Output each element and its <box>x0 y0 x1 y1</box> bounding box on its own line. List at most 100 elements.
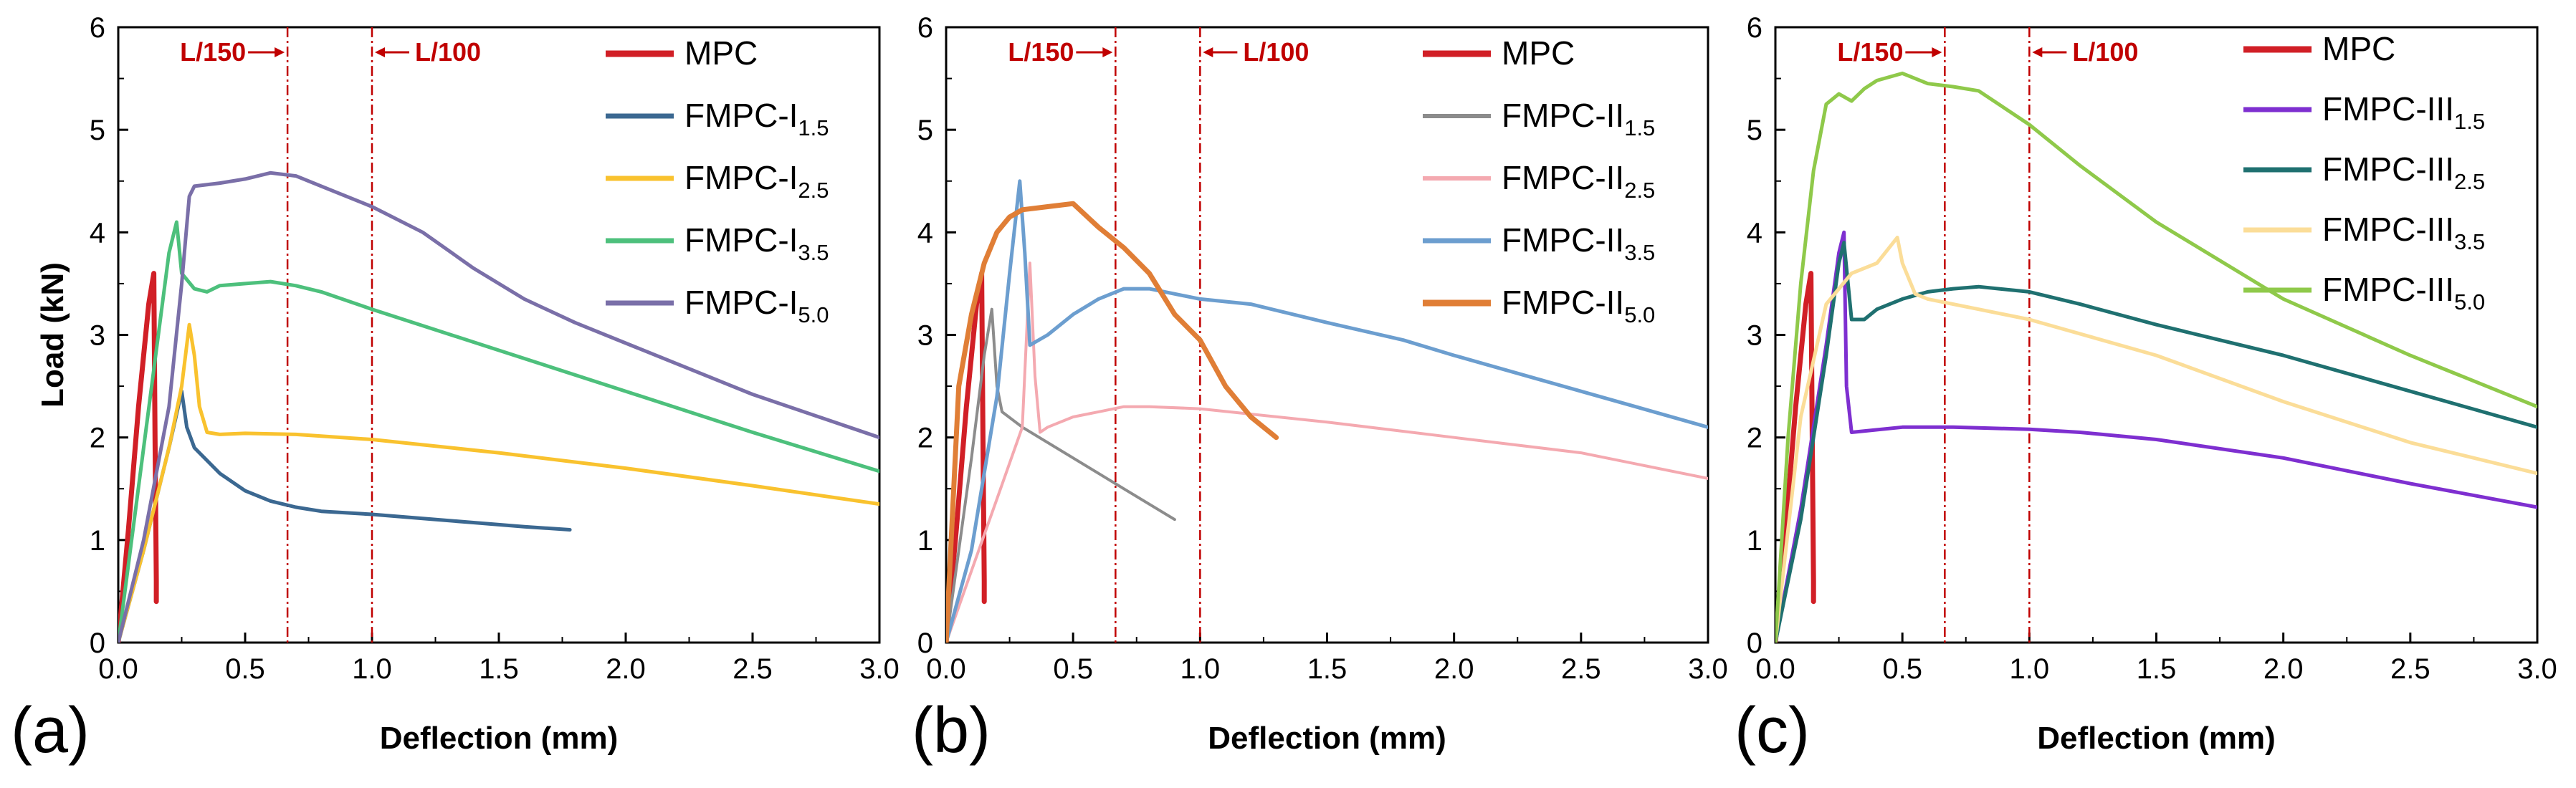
reference-arrowhead <box>275 47 285 57</box>
legend-label: FMPC-III5.0 <box>2322 271 2485 314</box>
y-tick-label: 4 <box>917 217 933 249</box>
series-line <box>118 322 879 643</box>
y-tick-label: 4 <box>90 217 105 249</box>
legend-label-base: FMPC-I <box>684 159 798 196</box>
y-tick-label: 5 <box>90 115 105 146</box>
series-group <box>1775 71 2537 643</box>
series-line <box>118 271 159 643</box>
series-line <box>1775 71 2537 643</box>
x-tick-label: 0.5 <box>1882 653 1922 685</box>
y-tick-label: 5 <box>917 115 933 146</box>
x-tick-label: 1.0 <box>352 653 392 685</box>
reference-label: L/150 <box>180 37 246 67</box>
legend-label: FMPC-I2.5 <box>684 159 829 203</box>
reference-arrowhead <box>1102 47 1113 57</box>
legend-label-base: FMPC-III <box>2322 150 2454 188</box>
y-tick-label: 3 <box>917 320 933 352</box>
legend-label-base: FMPC-I <box>684 284 798 321</box>
legend-label-subscript: 2.5 <box>2454 169 2485 194</box>
x-axis-label: Deflection (mm) <box>1208 721 1446 756</box>
legend-label-subscript: 3.5 <box>2454 229 2485 254</box>
legend-label: FMPC-III3.5 <box>2322 211 2485 254</box>
series-group <box>946 179 1708 643</box>
panel-label: (b) <box>912 695 991 767</box>
legend-label: FMPC-I3.5 <box>684 221 829 265</box>
legend-label-base: MPC <box>684 34 758 72</box>
x-tick-label: 0.5 <box>225 653 265 685</box>
x-axis-label: Deflection (mm) <box>380 721 618 756</box>
legend-label: FMPC-I1.5 <box>684 97 829 140</box>
x-tick-label: 0.0 <box>1755 653 1795 685</box>
legend-label-base: FMPC-III <box>2322 211 2454 248</box>
legend-label: FMPC-II2.5 <box>1502 159 1655 203</box>
legend-label: FMPC-III2.5 <box>2322 150 2485 194</box>
legend: MPCFMPC-III1.5FMPC-III2.5FMPC-III3.5FMPC… <box>2243 30 2485 314</box>
legend-label-subscript: 2.5 <box>798 178 829 203</box>
x-tick-label: 3.0 <box>2517 653 2557 685</box>
legend-label-base: FMPC-II <box>1502 284 1624 321</box>
x-axis-label: Deflection (mm) <box>2037 721 2275 756</box>
y-tick-label: 6 <box>917 12 933 44</box>
legend-label-subscript: 2.5 <box>1624 178 1655 203</box>
legend-label-base: FMPC-II <box>1502 159 1624 196</box>
y-tick-label: 1 <box>1747 525 1762 557</box>
legend-label-base: MPC <box>1502 34 1575 72</box>
reference-label: L/100 <box>1243 37 1309 67</box>
panel-label: (a) <box>11 695 90 767</box>
y-tick-label: 1 <box>917 525 933 557</box>
legend-label: FMPC-III1.5 <box>2322 90 2485 134</box>
x-tick-label: 3.0 <box>859 653 900 685</box>
y-tick-label: 0 <box>917 628 933 659</box>
x-tick-label: 2.0 <box>1434 653 1474 685</box>
series-line <box>118 220 879 643</box>
x-tick-label: 1.0 <box>1180 653 1221 685</box>
legend-label-base: FMPC-I <box>684 221 798 259</box>
legend-label-subscript: 3.5 <box>798 240 829 265</box>
legend-label: FMPC-I5.0 <box>684 284 829 327</box>
reference-label: L/150 <box>1008 37 1074 67</box>
x-tick-label: 3.0 <box>1688 653 1728 685</box>
reference-label: L/100 <box>2072 37 2138 67</box>
y-tick-label: 0 <box>1747 628 1762 659</box>
panel-b: 0.0 0.5 1.0 1.5 2.0 2.5 3.0 0 1 2 3 4 5 6 Deflection (… <box>912 12 1728 767</box>
y-axis-label: Load (kN) <box>35 262 70 408</box>
series-line <box>118 170 879 643</box>
series-line <box>946 201 1279 643</box>
x-tick-label: 1.5 <box>1307 653 1347 685</box>
legend-label-subscript: 1.5 <box>798 115 829 140</box>
series-line <box>946 179 1708 643</box>
y-tick-label: 3 <box>90 320 105 352</box>
x-tick-label: 2.5 <box>2390 653 2430 685</box>
series-group <box>118 170 879 643</box>
x-tick-label: 1.5 <box>2137 653 2177 685</box>
reference-arrowhead <box>2032 47 2043 57</box>
panel-label: (c) <box>1735 695 1810 767</box>
legend-label: MPC <box>2322 30 2395 67</box>
y-tick-label: 2 <box>1747 423 1762 454</box>
legend-label: MPC <box>1502 34 1575 72</box>
panel-a: 0.0 0.5 1.0 1.5 2.0 2.5 3.0 0 1 2 3 4 5 6 Deflection (… <box>11 12 900 767</box>
legend-label-base: FMPC-III <box>2322 271 2454 308</box>
y-tick-label: 3 <box>1747 320 1762 352</box>
y-tick-label: 5 <box>1747 115 1762 146</box>
reference-arrowhead <box>1203 47 1213 57</box>
legend-label-base: FMPC-II <box>1502 221 1624 259</box>
x-tick-label: 0.5 <box>1053 653 1093 685</box>
reference-label: L/100 <box>415 37 481 67</box>
y-tick-label: 1 <box>90 525 105 557</box>
y-tick-label: 0 <box>90 628 105 659</box>
y-tick-label: 6 <box>90 12 105 44</box>
legend-label: FMPC-II1.5 <box>1502 97 1655 140</box>
x-tick-label: 2.5 <box>733 653 773 685</box>
legend-label-base: MPC <box>2322 30 2395 67</box>
x-tick-label: 0.0 <box>926 653 966 685</box>
legend-label-base: FMPC-I <box>684 97 798 134</box>
y-tick-label: 2 <box>917 423 933 454</box>
y-tick-label: 6 <box>1747 12 1762 44</box>
series-line <box>118 389 572 643</box>
legend-label-subscript: 1.5 <box>1624 115 1655 140</box>
legend-label: FMPC-II5.0 <box>1502 284 1655 327</box>
panel-c: 0.0 0.5 1.0 1.5 2.0 2.5 3.0 0 1 2 3 4 5 6 Deflection (… <box>1735 12 2557 767</box>
x-tick-label: 2.5 <box>1561 653 1601 685</box>
